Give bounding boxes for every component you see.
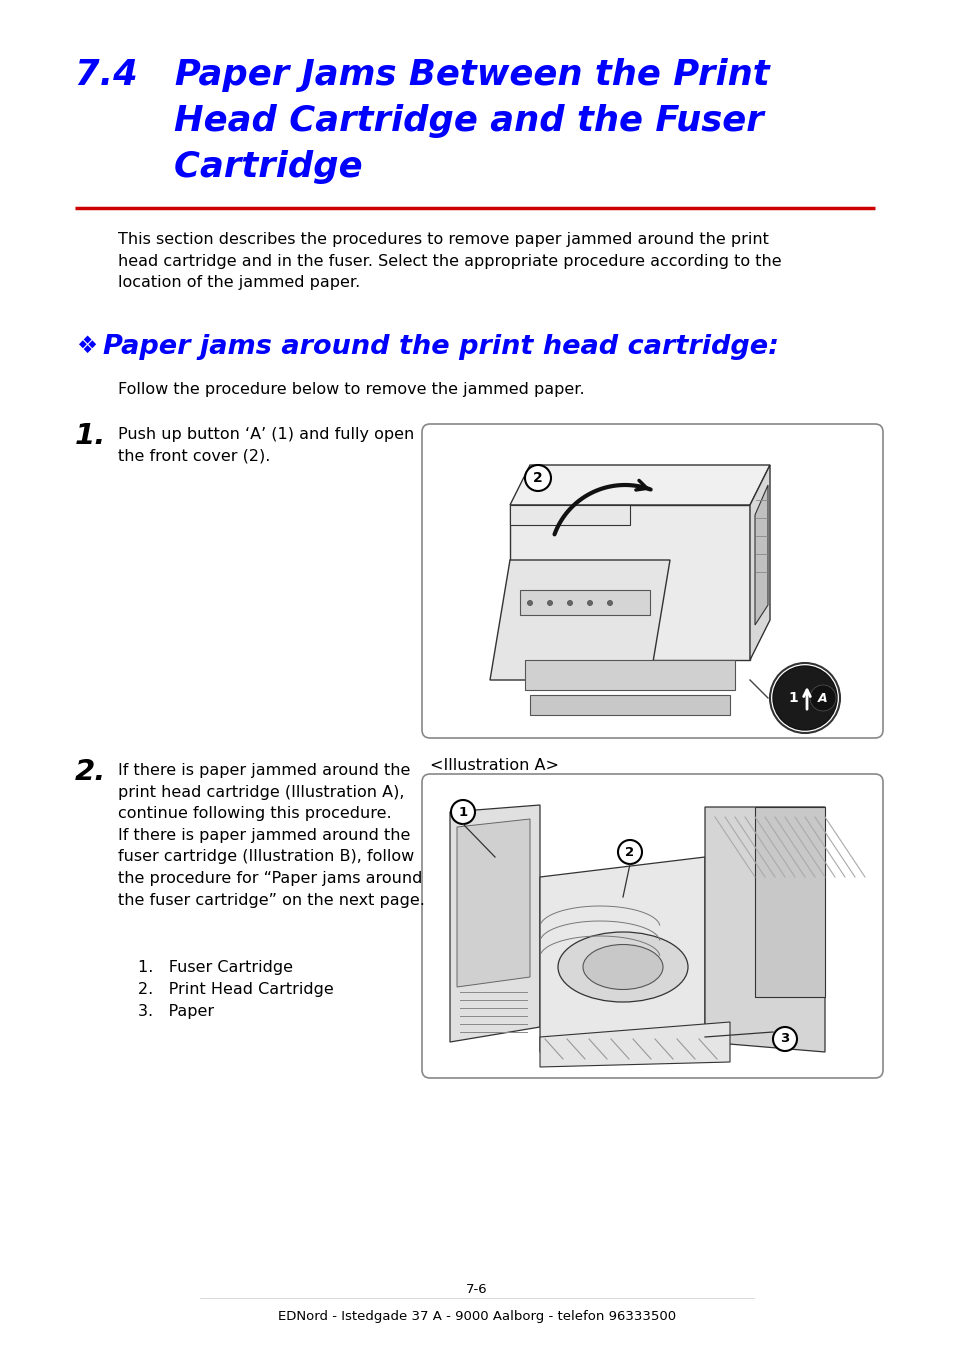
Text: Follow the procedure below to remove the jammed paper.: Follow the procedure below to remove the… (118, 382, 584, 397)
Polygon shape (539, 1021, 729, 1067)
Text: 1.: 1. (75, 422, 107, 450)
Polygon shape (754, 807, 824, 997)
Text: 7.4   Paper Jams Between the Print: 7.4 Paper Jams Between the Print (75, 58, 769, 92)
FancyBboxPatch shape (421, 774, 882, 1078)
Text: Push up button ‘A’ (1) and fully open
the front cover (2).: Push up button ‘A’ (1) and fully open th… (118, 427, 414, 463)
Circle shape (607, 600, 612, 605)
Polygon shape (704, 807, 824, 1052)
Text: 3.   Paper: 3. Paper (138, 1004, 213, 1019)
Text: Paper jams around the print head cartridge:: Paper jams around the print head cartrid… (103, 334, 779, 359)
Circle shape (809, 685, 835, 711)
Circle shape (527, 600, 532, 605)
Circle shape (769, 663, 840, 734)
Text: Cartridge: Cartridge (75, 150, 362, 184)
Circle shape (547, 600, 552, 605)
Text: 2.   Print Head Cartridge: 2. Print Head Cartridge (138, 982, 334, 997)
Bar (530, 694, 729, 715)
Circle shape (772, 666, 836, 730)
Text: If there is paper jammed around the
print head cartridge (Illustration A),
conti: If there is paper jammed around the prin… (118, 763, 424, 908)
Text: EDNord - Istedgade 37 A - 9000 Aalborg - telefon 96333500: EDNord - Istedgade 37 A - 9000 Aalborg -… (277, 1310, 676, 1323)
Polygon shape (490, 561, 669, 680)
Text: 2: 2 (533, 471, 542, 485)
Polygon shape (450, 805, 539, 1042)
Text: 1.   Fuser Cartridge: 1. Fuser Cartridge (138, 961, 293, 975)
Bar (519, 590, 649, 615)
Circle shape (451, 800, 475, 824)
Text: 1: 1 (787, 690, 797, 705)
Ellipse shape (582, 944, 662, 989)
Polygon shape (754, 485, 767, 626)
Bar (524, 661, 734, 690)
Text: <Illustration A>: <Illustration A> (430, 758, 558, 773)
Circle shape (524, 465, 551, 490)
Text: 7-6: 7-6 (466, 1283, 487, 1296)
Circle shape (587, 600, 592, 605)
FancyBboxPatch shape (421, 424, 882, 738)
Polygon shape (456, 819, 530, 988)
Text: 2.: 2. (75, 758, 107, 786)
Text: 1: 1 (458, 805, 467, 819)
Polygon shape (510, 505, 629, 526)
Circle shape (567, 600, 572, 605)
Text: Head Cartridge and the Fuser: Head Cartridge and the Fuser (75, 104, 763, 138)
Ellipse shape (558, 932, 687, 1002)
Text: This section describes the procedures to remove paper jammed around the print
he: This section describes the procedures to… (118, 232, 781, 290)
Polygon shape (510, 505, 749, 661)
Circle shape (772, 1027, 796, 1051)
Text: 3: 3 (780, 1032, 789, 1046)
Polygon shape (749, 465, 769, 661)
Polygon shape (510, 465, 769, 505)
Text: A: A (818, 692, 827, 704)
Polygon shape (539, 857, 704, 1052)
Circle shape (618, 840, 641, 865)
Text: 2: 2 (625, 846, 634, 858)
Text: ❖: ❖ (76, 334, 97, 358)
